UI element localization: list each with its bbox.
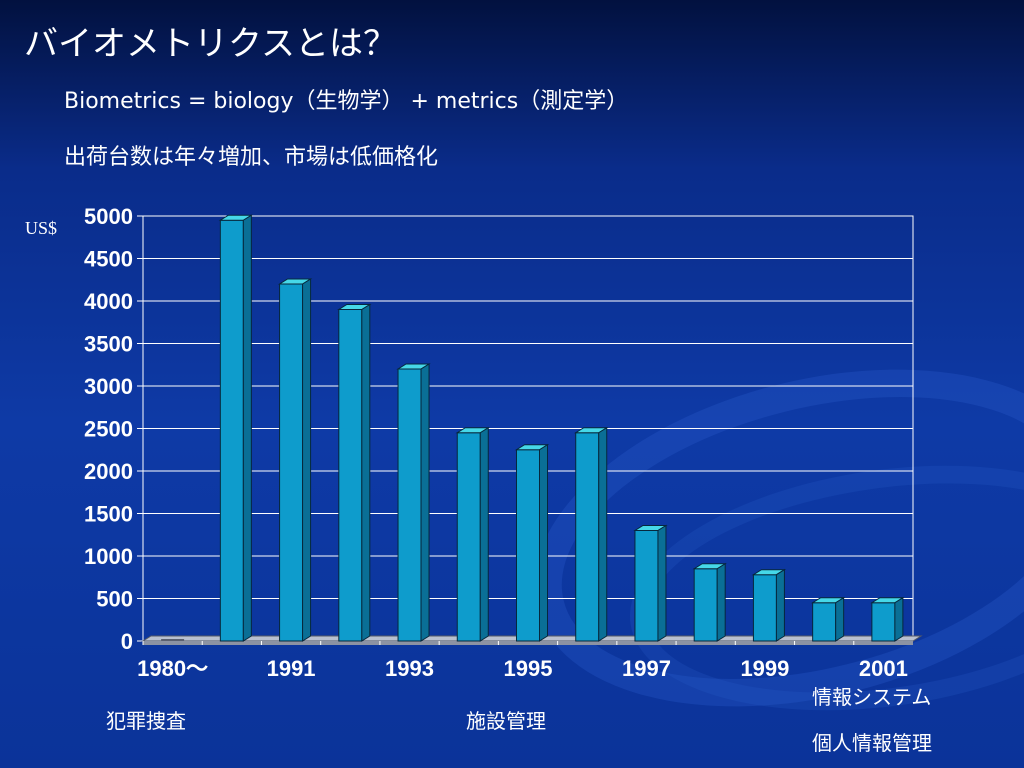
bar-side — [835, 596, 845, 642]
y-tick-label: 1000 — [84, 544, 133, 569]
y-tick-label: 2500 — [84, 417, 133, 442]
bar — [338, 309, 363, 642]
bar — [634, 530, 659, 642]
y-tick-label: 2000 — [84, 459, 133, 484]
bar-side — [598, 426, 608, 642]
bar-side — [716, 562, 726, 642]
bar — [219, 219, 244, 642]
bar-side — [242, 214, 252, 642]
y-axis-label: US$ — [25, 218, 57, 238]
bar-side — [479, 426, 489, 642]
bar — [871, 602, 896, 642]
bar-side — [894, 596, 904, 642]
annotation-info-system: 情報システム — [812, 685, 932, 709]
bullet-definition: Biometrics = biology（生物学） + metrics（測定学） — [64, 89, 629, 114]
bar — [812, 602, 837, 642]
bar — [516, 449, 540, 642]
bar-side — [539, 443, 548, 642]
y-tick-label: 1500 — [84, 502, 133, 527]
x-tick-label: 1995 — [504, 656, 553, 681]
y-tick-label: 5000 — [84, 204, 133, 229]
y-tick-label: 3000 — [84, 374, 133, 399]
y-tick-label: 0 — [121, 629, 133, 654]
bar-zero — [161, 639, 185, 641]
x-tick-label: 1999 — [740, 656, 789, 681]
y-tick-label: 500 — [96, 587, 133, 612]
annotation-personal-info: 個人情報管理 — [812, 731, 932, 755]
bar-side — [361, 303, 371, 642]
x-tick-label: 1997 — [622, 656, 671, 681]
chart-floor-edge — [143, 641, 913, 645]
slide-title: バイオメトリクスとは？ — [24, 24, 397, 64]
bar-side — [775, 568, 785, 642]
y-tick-label: 4000 — [84, 289, 133, 314]
x-tick-label: 2001 — [859, 656, 908, 681]
bullet-market: 出荷台数は年々増加、市場は低価格化 — [64, 145, 439, 170]
bar-side — [420, 363, 430, 642]
y-tick-label: 4500 — [84, 247, 133, 272]
bar — [397, 368, 422, 642]
bar-side — [302, 278, 312, 642]
annotation-crime: 犯罪捜査 — [106, 709, 186, 733]
y-tick-label: 3500 — [84, 332, 133, 357]
x-tick-label: 1993 — [385, 656, 434, 681]
x-tick-label: 1980～ — [137, 656, 208, 681]
bar-side — [657, 524, 667, 642]
bar — [752, 574, 777, 642]
annotation-facility: 施設管理 — [466, 709, 546, 733]
bar — [693, 568, 718, 642]
bar — [456, 432, 481, 642]
bar — [575, 432, 600, 642]
bar — [279, 283, 304, 642]
x-tick-label: 1991 — [267, 656, 316, 681]
